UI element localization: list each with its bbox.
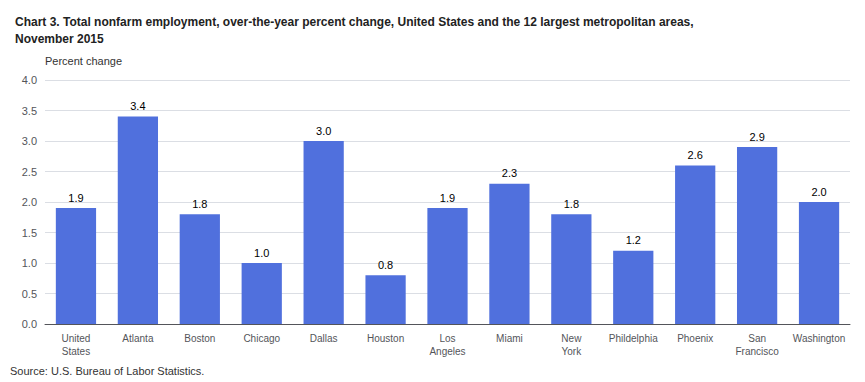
svg-text:Phildelphia: Phildelphia xyxy=(609,333,658,344)
svg-text:November 2015: November 2015 xyxy=(15,32,104,46)
svg-text:1.8: 1.8 xyxy=(564,198,579,210)
svg-text:1.5: 1.5 xyxy=(22,227,37,239)
svg-text:2.0: 2.0 xyxy=(811,186,826,198)
svg-text:4.0: 4.0 xyxy=(22,74,37,86)
svg-text:1.9: 1.9 xyxy=(68,192,83,204)
svg-text:Phoenix: Phoenix xyxy=(677,333,713,344)
svg-text:0.5: 0.5 xyxy=(22,288,37,300)
svg-text:0.0: 0.0 xyxy=(22,318,37,330)
svg-text:1.9: 1.9 xyxy=(440,192,455,204)
svg-text:2.3: 2.3 xyxy=(502,167,517,179)
svg-text:Percent change: Percent change xyxy=(45,55,122,67)
svg-text:1.0: 1.0 xyxy=(254,247,269,259)
svg-text:San: San xyxy=(748,333,766,344)
svg-text:0.8: 0.8 xyxy=(378,259,393,271)
svg-text:1.8: 1.8 xyxy=(192,198,207,210)
svg-text:Boston: Boston xyxy=(184,333,215,344)
svg-text:Dallas: Dallas xyxy=(310,333,338,344)
svg-text:Source: U.S. Bureau of Labor S: Source: U.S. Bureau of Labor Statistics. xyxy=(10,365,204,377)
svg-text:2.0: 2.0 xyxy=(22,196,37,208)
svg-text:States: States xyxy=(62,346,90,357)
svg-text:Francisco: Francisco xyxy=(735,346,779,357)
svg-text:3.0: 3.0 xyxy=(22,135,37,147)
svg-text:3.4: 3.4 xyxy=(130,100,145,112)
svg-text:3.5: 3.5 xyxy=(22,105,37,117)
svg-text:Atlanta: Atlanta xyxy=(122,333,154,344)
svg-text:2.9: 2.9 xyxy=(749,131,764,143)
svg-text:2.5: 2.5 xyxy=(22,166,37,178)
svg-text:Washington: Washington xyxy=(793,333,845,344)
svg-text:Chicago: Chicago xyxy=(243,333,280,344)
svg-text:Chart 3. Total nonfarm employm: Chart 3. Total nonfarm employment, over-… xyxy=(15,15,694,29)
svg-text:Miami: Miami xyxy=(496,333,523,344)
svg-text:Angeles: Angeles xyxy=(429,346,465,357)
svg-text:United: United xyxy=(62,333,91,344)
svg-text:York: York xyxy=(562,346,583,357)
svg-text:1.0: 1.0 xyxy=(22,257,37,269)
svg-text:2.6: 2.6 xyxy=(688,149,703,161)
svg-text:Houston: Houston xyxy=(367,333,404,344)
svg-text:New: New xyxy=(561,333,582,344)
svg-text:3.0: 3.0 xyxy=(316,125,331,137)
svg-text:Los: Los xyxy=(439,333,455,344)
svg-text:1.2: 1.2 xyxy=(626,234,641,246)
